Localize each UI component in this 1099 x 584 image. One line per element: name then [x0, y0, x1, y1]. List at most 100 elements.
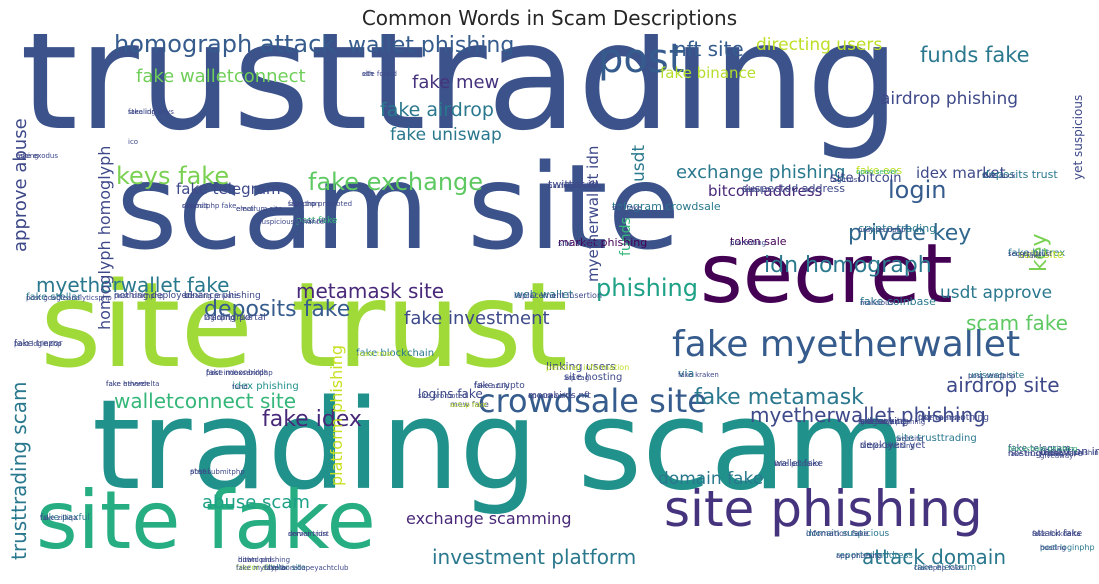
- word-walletconnect-site: walletconnect site: [114, 389, 296, 413]
- word-fake-trezor: fake trezor: [14, 339, 63, 349]
- word-homograph-attack: homograph attack: [114, 34, 335, 58]
- word-coinbase-phishing: coinbase phishing: [1040, 449, 1099, 457]
- word-domain-suspicious: domain suspicious: [806, 529, 890, 539]
- word-see-fake: see fake: [612, 204, 641, 212]
- word-tag-trust: tag trust: [830, 176, 860, 184]
- word-keys-fake: keys fake: [116, 162, 229, 190]
- word-fake-coinbase: fake coinbase: [860, 295, 936, 308]
- word-suspicious-binance: suspicious binance: [258, 218, 324, 226]
- word-stellar-site: stellar site: [264, 563, 306, 572]
- word-site-linking: site linking: [558, 239, 602, 248]
- word-fake-trustwallet: fake trustwallet: [1008, 450, 1063, 458]
- word-fake-telegram-2: fake telegram: [1008, 444, 1071, 454]
- word-token-sale: token sale: [730, 235, 787, 248]
- word-secret: secret: [700, 227, 953, 322]
- word-domain-nothing: domain nothing: [918, 413, 989, 423]
- word-fake-mew: fake mew: [412, 72, 499, 93]
- word-open-server: open server: [856, 168, 898, 176]
- word-private-key: private key: [848, 221, 971, 246]
- word-hitbtc-phishing: hitbtc phishing: [238, 556, 290, 564]
- word-post-googleanalyticsphp: post googleanalyticsphp: [26, 294, 112, 302]
- word-fake-boredapeyachtclub: fake boredapeyachtclub: [264, 564, 349, 572]
- word-site-fake: site fake: [36, 474, 376, 567]
- word-actup-fake: actup fake: [450, 401, 487, 409]
- word-fake-forkdelta: fake forkdelta: [1032, 530, 1081, 538]
- word-idex-phishing: idex phishing: [232, 381, 299, 392]
- word-market-phishing: market phishing: [558, 236, 647, 249]
- word-post-sendphp: post sendphp: [858, 226, 906, 234]
- word-usdt-approve: usdt approve: [940, 283, 1052, 303]
- word-ico: ico: [128, 138, 138, 146]
- word-site-found: site found: [362, 70, 397, 78]
- word-site-trust: site trust: [40, 256, 568, 394]
- word-asking: asking: [16, 152, 39, 160]
- word-deposit: deposit: [182, 202, 208, 210]
- word-eth: eth: [362, 70, 374, 78]
- word-site-trusttrading: site trusttrading: [896, 433, 977, 444]
- word-malicious: malicious: [860, 299, 894, 307]
- word-fake-blockchain: fake blockchain: [356, 348, 434, 359]
- word-wallet-fake: wallet fake: [774, 459, 823, 469]
- word-funds-fake: funds fake: [920, 43, 1030, 67]
- word-directing-users: directing users: [756, 35, 882, 55]
- word-linking-users: linking users: [546, 360, 616, 373]
- word-site-promoted: site promoted: [418, 392, 467, 400]
- word-web-wallet: web wallet: [514, 288, 574, 301]
- word-fake-tron: fake tron: [288, 200, 319, 208]
- word-investment-platform: investment platform: [432, 545, 636, 569]
- word-deposits-trust: deposits trust: [982, 168, 1058, 181]
- word-ledger-site: ledger site: [858, 417, 906, 427]
- word-id-fake: id fake: [1018, 252, 1041, 260]
- word-nothing-deployed: nothing deployed: [114, 291, 193, 301]
- word-trading-portal: trading portal: [204, 313, 266, 323]
- word-blockchain-phishing: blockchain phishing: [1008, 445, 1078, 453]
- word-approve-abuse: approve abuse: [10, 118, 31, 252]
- word-usdt: usdt: [629, 145, 649, 182]
- word-login: login: [888, 176, 946, 204]
- word-personal-information: personal information: [546, 363, 629, 372]
- word-infomation-fake: infomation fake: [806, 529, 869, 538]
- word-post: post: [598, 36, 684, 82]
- word-stealing-private: stealing private: [184, 292, 239, 300]
- word-steal: steal: [190, 467, 209, 476]
- word-fake-binance: fake binance: [660, 64, 756, 82]
- word-myetherwallet-phishing: myetherwallet phishing: [750, 403, 986, 427]
- word-app-phishing: app phishing: [836, 552, 881, 560]
- word-sale-site: sale site: [1018, 248, 1064, 261]
- word-claimphp-fake: claimphp fake: [914, 564, 963, 572]
- word-giveaway-phishing: giveaway phishing: [860, 418, 925, 426]
- word-exchange-scamming: exchange scamming: [406, 509, 572, 528]
- word-fake-metamask: fake metamask: [694, 385, 864, 410]
- word-fake-eos: fake eos: [856, 164, 902, 177]
- word-airdrop-site: airdrop site: [946, 373, 1060, 397]
- word-opensea-site: opensea site: [528, 392, 573, 400]
- word-key: key: [1027, 233, 1052, 272]
- word-attack-domain: attack domain: [862, 545, 1006, 569]
- word-fake-airdrop: fake airdrop: [380, 99, 494, 121]
- word-fake-paxful: fake paxful: [40, 513, 90, 523]
- word-uniswap-site: uniswap site: [968, 371, 1025, 381]
- word-scam-site: scam site: [116, 138, 680, 276]
- word-fake-kraken: fake kraken: [678, 371, 719, 379]
- word-idex-market: idex market: [916, 164, 1006, 182]
- word-fake-walletconnect: fake walletconnect: [136, 66, 306, 87]
- word-wallet-phishing: wallet phishing: [348, 34, 514, 58]
- word-server-trust: server trust: [288, 530, 329, 538]
- word-post-sendphp-2: post sendphp: [968, 372, 1016, 380]
- word-bittrex-phishing: bittrex phishing: [860, 442, 915, 450]
- word-email: email: [236, 205, 255, 213]
- word-crypto-trading: crypto trading: [858, 222, 936, 235]
- word-details: details: [742, 186, 766, 194]
- word-logins-fake: logins fake: [418, 387, 483, 401]
- word-paxful-phishing: paxful phishing: [548, 182, 602, 190]
- word-fake-havven: fake havven: [106, 380, 149, 388]
- word-site-hosting: site hosting: [564, 372, 622, 383]
- word-xrp-tag: xrp tag: [564, 374, 589, 382]
- word-site-phishing: site phishing: [664, 480, 983, 538]
- word-binance-phishing: binance phishing: [184, 291, 261, 301]
- word-domain-fake: domain fake: [658, 469, 763, 489]
- word-post-indexsendphp: post indexsendphp: [206, 369, 273, 377]
- word-post-loginphp-2: post loginphp: [14, 340, 62, 348]
- word-fake-exodus: fake exodus: [16, 152, 58, 160]
- word-via: via: [678, 367, 694, 380]
